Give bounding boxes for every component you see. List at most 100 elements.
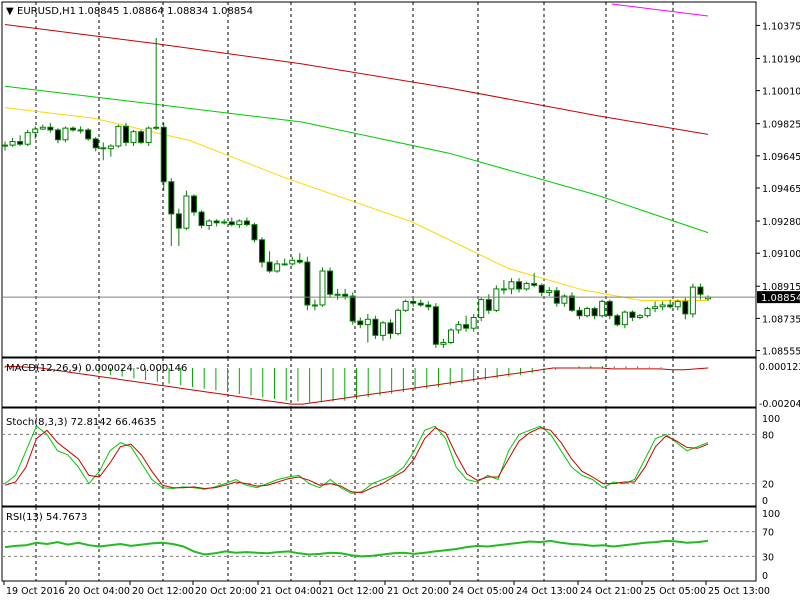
candle-body	[591, 308, 598, 317]
stoch-tick-label: 100	[762, 414, 780, 425]
price-panel[interactable]	[1, 1, 757, 358]
stoch-label: Stoch(8,3,3) 72.8142 66.4635	[6, 417, 157, 428]
candle-body	[198, 211, 205, 226]
candle-body	[629, 311, 636, 318]
rsi-label: RSI(13) 54.7673	[6, 512, 87, 523]
rsi-tick-label: 30	[762, 552, 774, 563]
candle-body	[228, 221, 235, 226]
macd-tick-label: 0.000123	[759, 362, 800, 373]
macd-series	[4, 365, 709, 405]
candle-body	[334, 293, 341, 296]
rsi-tick-label: 70	[762, 528, 774, 539]
candle-body	[644, 308, 651, 317]
candle-body	[319, 270, 326, 306]
time-tick-label: 24 Oct 05:00	[452, 586, 514, 597]
candle-body	[296, 259, 303, 263]
candle-body	[145, 127, 152, 143]
symbol-dropdown-icon[interactable]: ▼	[6, 6, 14, 17]
candle-body	[402, 300, 409, 311]
candle-body	[47, 126, 54, 131]
candle-body	[614, 315, 621, 326]
candle-body	[304, 261, 311, 306]
candle-body	[447, 329, 454, 343]
price-tick-label: 1.08555	[762, 347, 800, 358]
price-tick-label: 1.08915	[762, 282, 800, 293]
candle-body	[92, 138, 99, 149]
macd-label: MACD(12,26,9) 0.000024 -0.000146	[6, 363, 187, 374]
stoch-series	[2, 425, 756, 494]
stoch-d-line	[4, 427, 709, 494]
price-tick-label: 1.09280	[762, 217, 800, 228]
stoch-tick-label: 80	[762, 430, 774, 441]
candle-body	[652, 306, 659, 310]
candle-body	[115, 125, 122, 147]
stoch-panel[interactable]	[1, 407, 757, 507]
candle-body	[342, 293, 349, 297]
moving-average-line	[611, 3, 709, 17]
rsi-series	[2, 531, 756, 558]
price-tick-label: 1.09645	[762, 152, 800, 163]
candle-body	[485, 299, 492, 311]
candle-body	[243, 220, 250, 226]
moving-average-line	[4, 85, 709, 234]
time-tick-label: 25 Oct 05:00	[644, 586, 706, 597]
current-price-tag	[757, 291, 800, 304]
candle-body	[349, 295, 356, 322]
candle-body	[636, 315, 643, 318]
rsi-panel[interactable]	[1, 506, 757, 582]
candle-body	[432, 306, 439, 345]
macd-panel[interactable]	[1, 357, 757, 408]
candle-body	[107, 145, 114, 150]
candle-body	[697, 286, 704, 295]
candlesticks	[2, 37, 711, 348]
candle-body	[259, 239, 266, 263]
candle-body	[584, 308, 591, 317]
candle-body	[682, 300, 689, 315]
time-tick-label: 20 Oct 04:00	[68, 586, 130, 597]
candle-body	[621, 311, 628, 326]
candle-body	[266, 261, 273, 272]
candle-body	[667, 304, 674, 308]
candle-body	[32, 128, 39, 134]
candle-body	[17, 141, 24, 145]
candle-body	[122, 125, 129, 143]
ohlc-label: 1.08845 1.08864 1.08834 1.08854	[78, 6, 253, 17]
time-tick-label: 24 Oct 13:00	[516, 586, 578, 597]
candle-body	[357, 320, 364, 326]
candle-body	[659, 304, 666, 308]
candle-body	[206, 220, 213, 226]
candle-body	[130, 131, 137, 143]
candle-body	[379, 322, 386, 336]
time-tick-label: 21 Oct 20:00	[387, 586, 449, 597]
candle-body	[289, 259, 296, 265]
macd-signal-line	[4, 365, 709, 405]
candle-body	[24, 132, 31, 145]
candle-body	[311, 304, 318, 307]
candle-body	[455, 324, 462, 331]
price-tick-label: 1.09465	[762, 184, 800, 195]
candle-body	[160, 126, 167, 183]
candle-body	[168, 181, 175, 215]
candle-body	[221, 221, 228, 224]
candle-body	[9, 141, 16, 146]
candle-body	[478, 299, 485, 318]
time-tick-label: 21 Oct 12:00	[322, 586, 384, 597]
candle-body	[100, 147, 107, 150]
candle-body	[523, 283, 530, 290]
symbol-label: EURUSD,H1	[17, 6, 76, 17]
candle-body	[493, 288, 500, 311]
candle-body	[372, 318, 379, 336]
time-tick-label: 20 Oct 20:00	[195, 586, 257, 597]
candle-body	[606, 300, 613, 317]
candle-body	[561, 295, 568, 304]
candle-body	[417, 302, 424, 306]
candle-body	[183, 195, 190, 229]
time-axis: 19 Oct 2016 20 Oct 04:00 20 Oct 12:00 20 Oc…	[3, 581, 770, 597]
candle-body	[138, 131, 145, 143]
macd-tick-label: -0.002043	[759, 399, 800, 410]
candle-body	[327, 270, 334, 295]
candle-body	[387, 322, 394, 335]
candle-body	[546, 290, 553, 293]
candle-body	[470, 316, 477, 329]
